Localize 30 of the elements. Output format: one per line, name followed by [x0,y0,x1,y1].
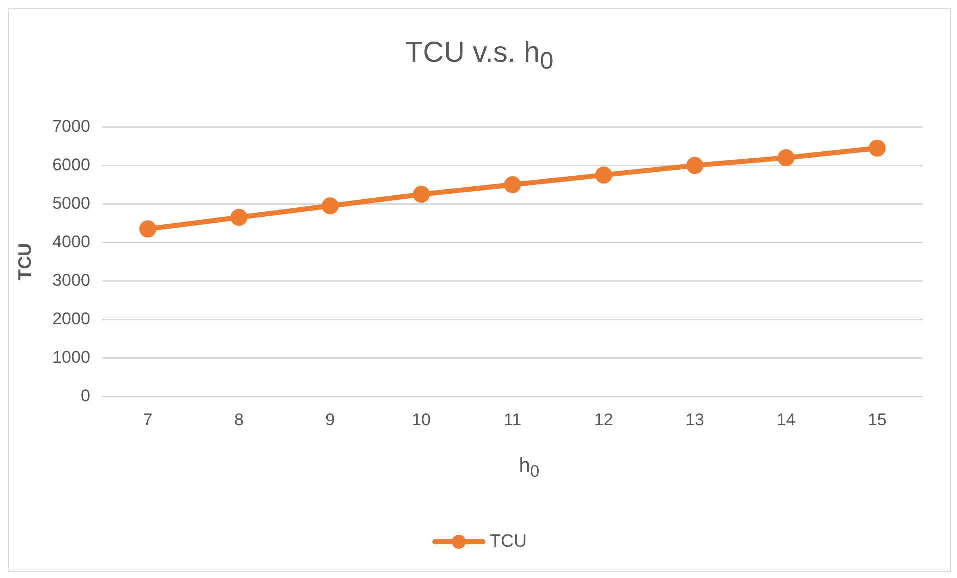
x-tick-label: 7 [143,410,153,430]
x-tick-label: 11 [504,410,522,430]
y-tick-label: 7000 [52,116,90,136]
y-tick-label: 3000 [52,270,90,290]
x-tick-label: 15 [868,410,887,430]
point [140,220,157,238]
x-tick-label: 8 [234,410,244,430]
x-tick-label: 14 [776,410,796,430]
y-tick-label: 5000 [52,194,90,213]
point [322,198,339,215]
y-axis-title: TCU [14,243,35,280]
x-tick-label: 9 [326,410,336,430]
legend-label: TCU [490,531,527,552]
x-tick-label: 10 [412,410,431,430]
y-tick-label: 1000 [52,348,90,367]
y-tick-label: 0 [80,386,90,406]
chart-title: TCU v.s. h$_{0}$ [404,37,555,76]
x-axis-title: h$_{0}$ [518,455,541,482]
y-tick-label: 4000 [52,232,90,252]
point [230,209,248,226]
point [686,157,704,174]
y-tick-label: 6000 [52,155,90,174]
point [868,140,886,157]
point [504,176,522,194]
x-tick-label: 12 [594,410,614,430]
x-tick-label: 13 [686,410,705,430]
y-tick-label: 2000 [52,309,90,328]
point [595,166,612,184]
point [413,186,430,204]
point [778,149,795,166]
